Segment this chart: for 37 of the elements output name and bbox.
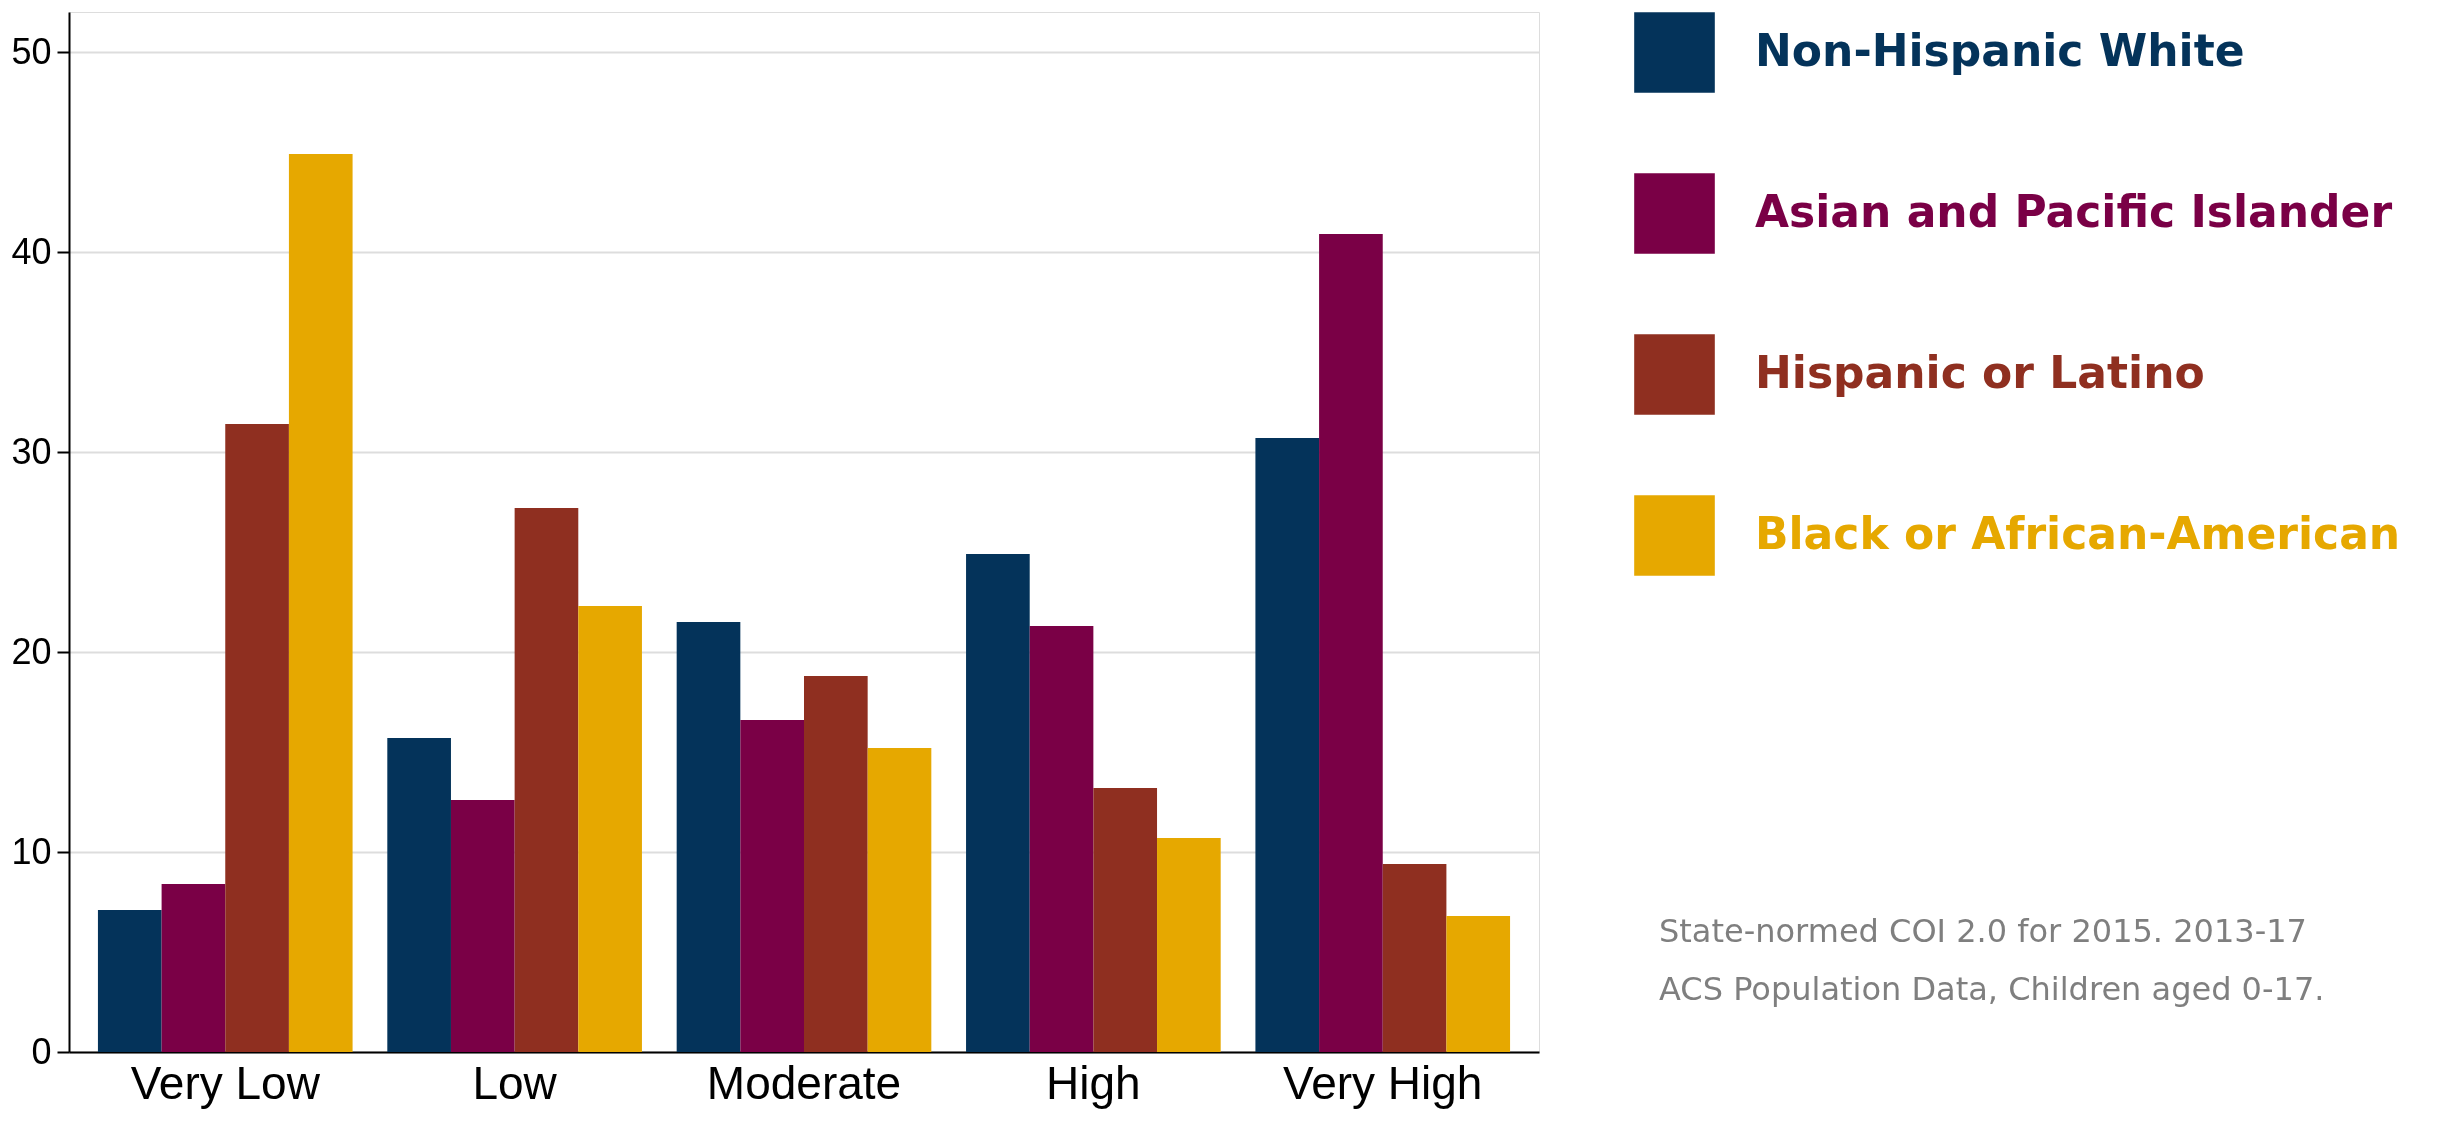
bar	[288, 154, 353, 1052]
bar	[1446, 916, 1511, 1052]
x-tick-label: Very High	[1283, 1056, 1483, 1109]
bar	[1029, 626, 1094, 1052]
text: State-normed COI 2.0 for 2015. 2013-17	[1659, 912, 2307, 950]
bar	[1157, 838, 1221, 1052]
y-tick-label: 30	[11, 430, 52, 472]
y-tick-label: 50	[11, 30, 52, 72]
legend-label: Non-Hispanic White	[1755, 24, 2245, 76]
bar	[1319, 234, 1383, 1052]
legend-label: Black or African-American	[1755, 507, 2401, 559]
bar	[450, 800, 515, 1052]
bar	[1093, 788, 1158, 1052]
y-tick-label: 10	[11, 830, 52, 872]
y-tick-label: 20	[11, 630, 52, 672]
legend-label: Hispanic or Latino	[1755, 346, 2205, 398]
x-tick-label: Very Low	[130, 1056, 321, 1109]
bar	[966, 554, 1030, 1052]
bar	[97, 910, 162, 1052]
x-tick-label: High	[1046, 1056, 1141, 1109]
text: ACS Population Data, Children aged 0-17.	[1659, 970, 2325, 1008]
bar	[740, 720, 804, 1052]
bar	[804, 676, 868, 1052]
bar	[1255, 438, 1320, 1052]
x-tick-label: Low	[472, 1056, 558, 1109]
bar	[514, 508, 579, 1052]
y-tick-label: 40	[11, 230, 52, 272]
bar	[225, 424, 289, 1052]
bar	[578, 606, 642, 1052]
bar	[867, 748, 932, 1052]
x-tick-label: Moderate	[706, 1056, 902, 1109]
y-tick-label: 0	[31, 1030, 52, 1072]
bar	[387, 738, 451, 1052]
bar	[676, 622, 741, 1052]
bar	[1382, 864, 1447, 1052]
legend-label: Asian and Pacific Islander	[1755, 185, 2393, 237]
bar	[161, 884, 226, 1052]
